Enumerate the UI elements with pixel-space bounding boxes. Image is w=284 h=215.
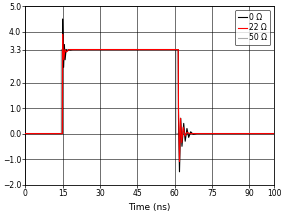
0 Ω: [185, 127, 189, 130]
X-axis label: Time (ns): Time (ns): [128, 203, 171, 212]
0 Ω: [71, 48, 74, 51]
50 Ω: [24, 132, 27, 135]
0 Ω: [71, 48, 74, 51]
22 Ω: [61, 48, 65, 51]
22 Ω: [61, 33, 64, 35]
22 Ω: [61, 132, 64, 135]
0 Ω: [178, 170, 181, 173]
50 Ω: [174, 48, 178, 51]
22 Ω: [177, 48, 180, 51]
50 Ω: [60, 132, 63, 135]
50 Ω: [174, 132, 178, 135]
0 Ω: [272, 132, 276, 135]
0 Ω: [180, 145, 184, 148]
50 Ω: [60, 48, 63, 51]
0 Ω: [63, 58, 67, 61]
0 Ω: [183, 140, 187, 143]
0 Ω: [61, 35, 65, 38]
0 Ω: [24, 132, 27, 135]
0 Ω: [189, 131, 192, 133]
22 Ω: [68, 48, 72, 51]
0 Ω: [168, 48, 171, 51]
22 Ω: [62, 58, 66, 61]
22 Ω: [177, 107, 180, 109]
0 Ω: [191, 133, 195, 136]
0 Ω: [67, 48, 70, 51]
22 Ω: [24, 132, 27, 135]
50 Ω: [60, 132, 63, 135]
22 Ω: [178, 160, 181, 163]
Line: 22 Ω: 22 Ω: [25, 34, 274, 162]
Legend: 0 Ω, 22 Ω, 50 Ω: 0 Ω, 22 Ω, 50 Ω: [235, 10, 270, 46]
0 Ω: [177, 117, 180, 120]
22 Ω: [188, 132, 191, 135]
Line: 50 Ω: 50 Ω: [25, 50, 274, 134]
0 Ω: [182, 122, 185, 125]
22 Ω: [63, 48, 66, 51]
0 Ω: [68, 49, 72, 51]
0 Ω: [179, 117, 182, 120]
0 Ω: [61, 132, 64, 135]
22 Ω: [179, 117, 182, 120]
22 Ω: [67, 48, 70, 51]
22 Ω: [272, 132, 276, 135]
0 Ω: [195, 132, 199, 135]
22 Ω: [185, 131, 189, 134]
0 Ω: [187, 136, 190, 139]
22 Ω: [168, 48, 171, 51]
50 Ω: [272, 132, 276, 135]
0 Ω: [66, 49, 69, 52]
0 Ω: [62, 66, 65, 69]
22 Ω: [65, 51, 68, 53]
22 Ω: [183, 135, 187, 137]
0 Ω: [61, 18, 64, 20]
0 Ω: [63, 43, 66, 46]
0 Ω: [61, 18, 64, 20]
0 Ω: [64, 48, 68, 51]
22 Ω: [180, 141, 183, 144]
22 Ω: [181, 126, 185, 129]
50 Ω: [174, 132, 178, 135]
22 Ω: [61, 132, 64, 135]
50 Ω: [174, 48, 178, 51]
0 Ω: [61, 132, 64, 135]
50 Ω: [60, 48, 63, 51]
0 Ω: [177, 48, 180, 51]
Line: 0 Ω: 0 Ω: [25, 19, 274, 172]
